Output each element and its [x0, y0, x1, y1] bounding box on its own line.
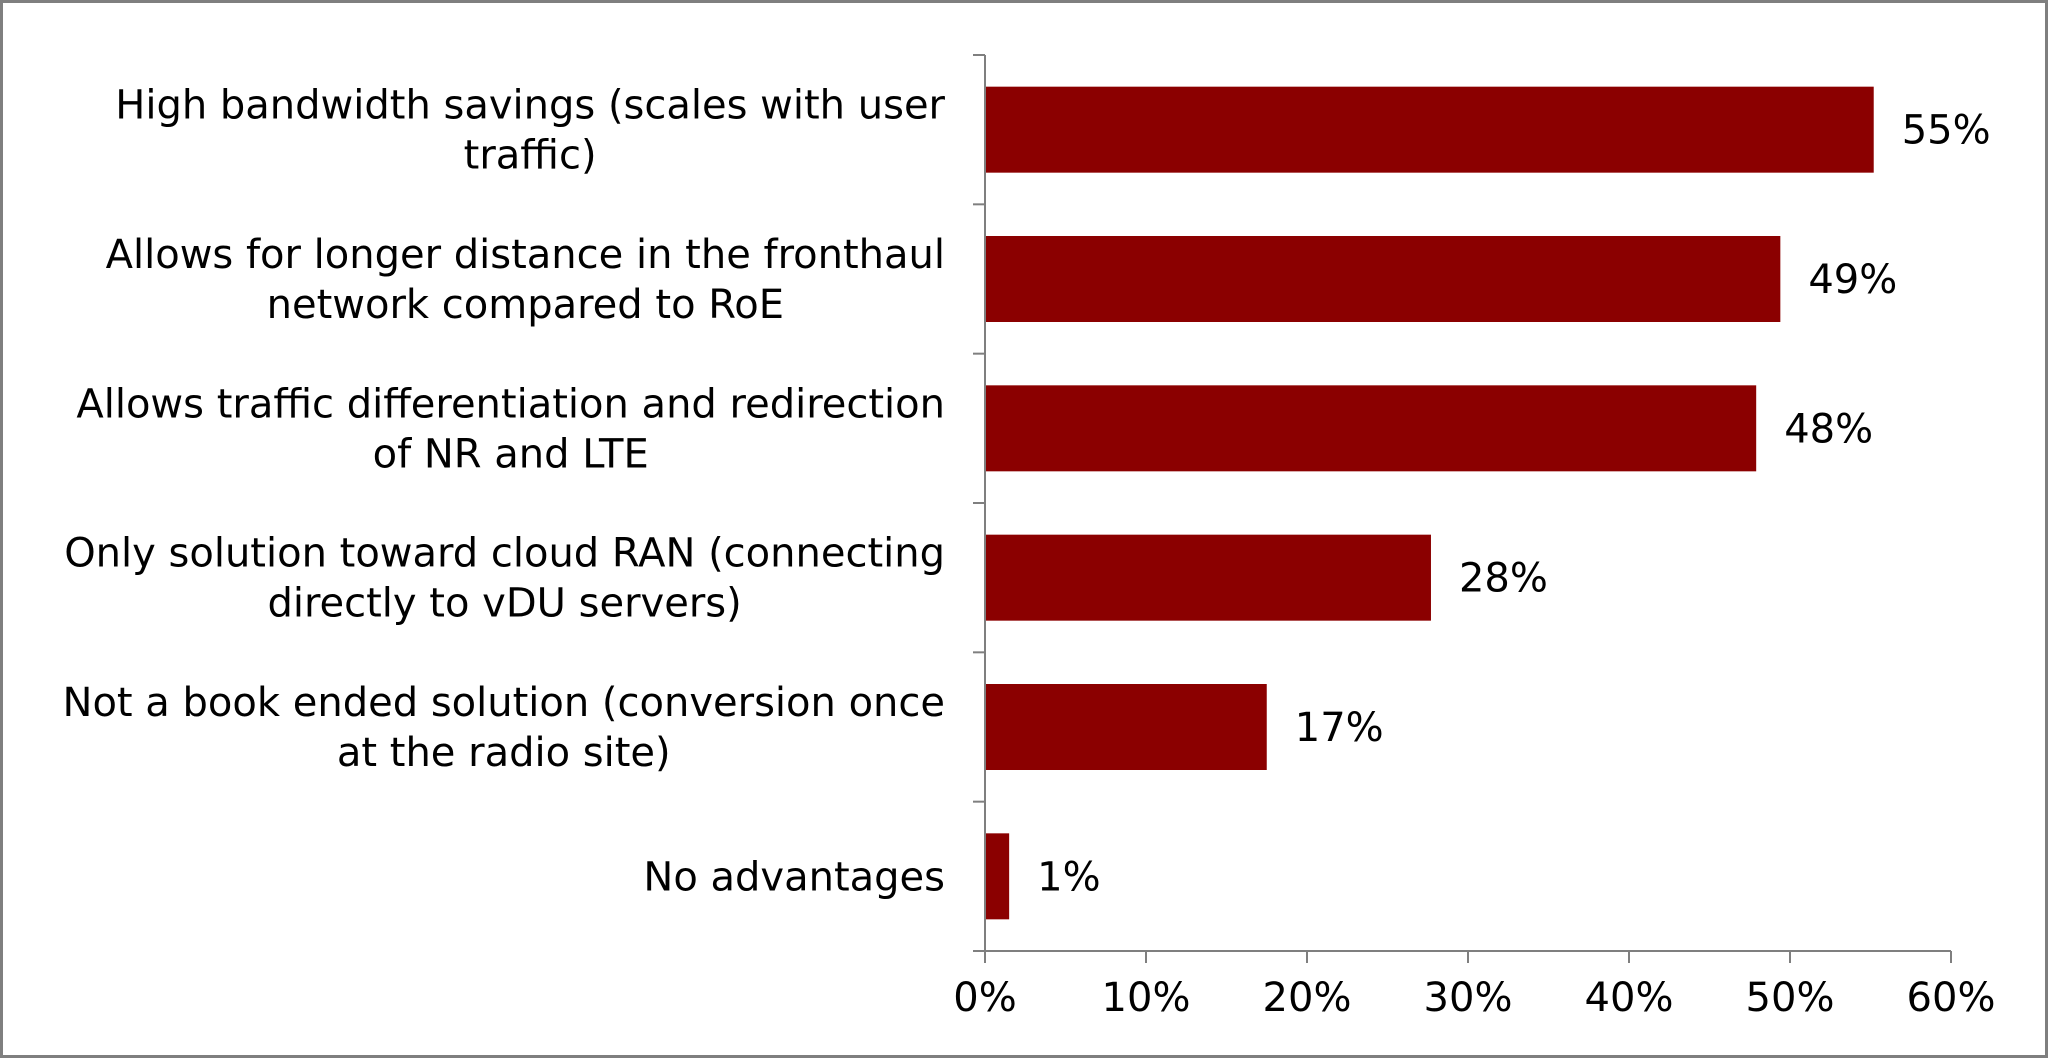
category-label-line: Not a book ended solution (conversion on…: [63, 680, 945, 726]
category-labels: High bandwidth savings (scales with user…: [63, 83, 946, 901]
category-label-line: of NR and LTE: [373, 431, 649, 477]
x-tick-label: 40%: [1585, 975, 1674, 1021]
data-label: 1%: [1037, 854, 1100, 900]
x-tick-label: 50%: [1746, 975, 1835, 1021]
category-label: Allows for longer distance in the fronth…: [106, 232, 945, 328]
bar: [985, 684, 1267, 770]
axes: 0% 10% 20% 30% 40% 50% 60%: [953, 54, 1996, 1021]
x-tick-label: 30%: [1424, 975, 1513, 1021]
category-label-line: Only solution toward cloud RAN (connecti…: [64, 531, 945, 577]
data-label: 48%: [1784, 406, 1873, 452]
data-labels: 55% 49% 48% 28% 17% 1%: [1037, 108, 1990, 901]
category-label-line: network compared to RoE: [267, 282, 784, 328]
x-tick-label: 20%: [1263, 975, 1352, 1021]
category-label: High bandwidth savings (scales with user…: [115, 83, 945, 179]
bar: [985, 236, 1781, 322]
bar: [985, 833, 1010, 920]
data-label: 55%: [1902, 108, 1991, 154]
category-label-line: High bandwidth savings (scales with user: [115, 83, 945, 129]
category-label-line: directly to vDU servers): [267, 581, 741, 627]
bar: [985, 385, 1757, 472]
bar: [985, 534, 1431, 621]
bar: [985, 86, 1874, 173]
category-label: Allows traffic differentiation and redir…: [76, 381, 945, 477]
category-label: Only solution toward cloud RAN (connecti…: [64, 531, 945, 627]
bars-group: [985, 86, 1874, 920]
category-label: Not a book ended solution (conversion on…: [63, 680, 945, 776]
data-label: 17%: [1295, 705, 1384, 751]
x-tick-label: 10%: [1102, 975, 1191, 1021]
category-label-line: Allows for longer distance in the fronth…: [106, 232, 945, 278]
category-label-line: Allows traffic differentiation and redir…: [76, 381, 945, 427]
category-label-line: traffic): [464, 133, 597, 179]
data-label: 49%: [1808, 257, 1897, 303]
category-label-line: at the radio site): [337, 730, 671, 776]
x-tick-label: 60%: [1907, 975, 1996, 1021]
category-label: No advantages: [643, 854, 945, 900]
category-label-line: No advantages: [643, 854, 945, 900]
bar-chart: High bandwidth savings (scales with user…: [63, 54, 1996, 1021]
x-tick-label: 0%: [953, 975, 1016, 1021]
data-label: 28%: [1459, 556, 1548, 602]
